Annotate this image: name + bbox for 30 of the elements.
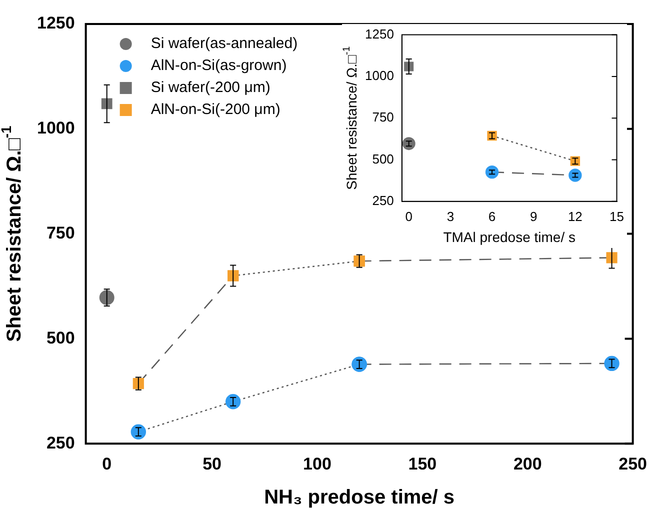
- x-tick-label: 0: [405, 208, 412, 224]
- x-tick-label: 15: [610, 208, 624, 224]
- x-tick-label: 6: [488, 208, 496, 224]
- y-tick-label: 750: [372, 110, 394, 125]
- y-tick-label: 1250: [36, 14, 75, 33]
- x-axis-title: TMAl predose time/ s: [443, 229, 576, 246]
- y-tick-label: 250: [372, 192, 394, 208]
- x-tick-label: 200: [513, 454, 542, 474]
- x-tick-label: 0: [102, 454, 112, 474]
- legend-label: AlN-on-Si(as-grown): [150, 57, 287, 74]
- x-tick-label: 250: [618, 454, 648, 474]
- y-tick-label: 250: [46, 433, 75, 452]
- x-tick-label: 9: [530, 208, 538, 224]
- legend-label: AlN-on-Si(-200 μm): [150, 101, 280, 118]
- legend-label: Si wafer(as-annealed): [150, 35, 298, 52]
- x-tick-label: 3: [446, 208, 454, 224]
- x-tick-label: 150: [408, 454, 437, 474]
- y-tick-label: 1000: [36, 118, 75, 138]
- x-tick-label: 100: [303, 454, 332, 474]
- x-tick-label: 50: [202, 454, 222, 474]
- y-tick-label: 500: [46, 328, 75, 348]
- y-tick-label: 500: [372, 151, 394, 166]
- x-tick-label: 12: [568, 208, 582, 224]
- y-axis-title: Sheet resistance/ Ω.□-1: [342, 46, 360, 190]
- legend-label: Si wafer(-200 μm): [150, 79, 270, 96]
- y-tick-label: 1250: [365, 26, 394, 42]
- x-axis-title: NH₃ predose time/ s: [264, 486, 455, 509]
- y-tick-label: 1000: [365, 68, 394, 84]
- y-tick-label: 750: [46, 223, 75, 242]
- y-axis-title: Sheet resistance/ Ω.□-1: [0, 125, 26, 342]
